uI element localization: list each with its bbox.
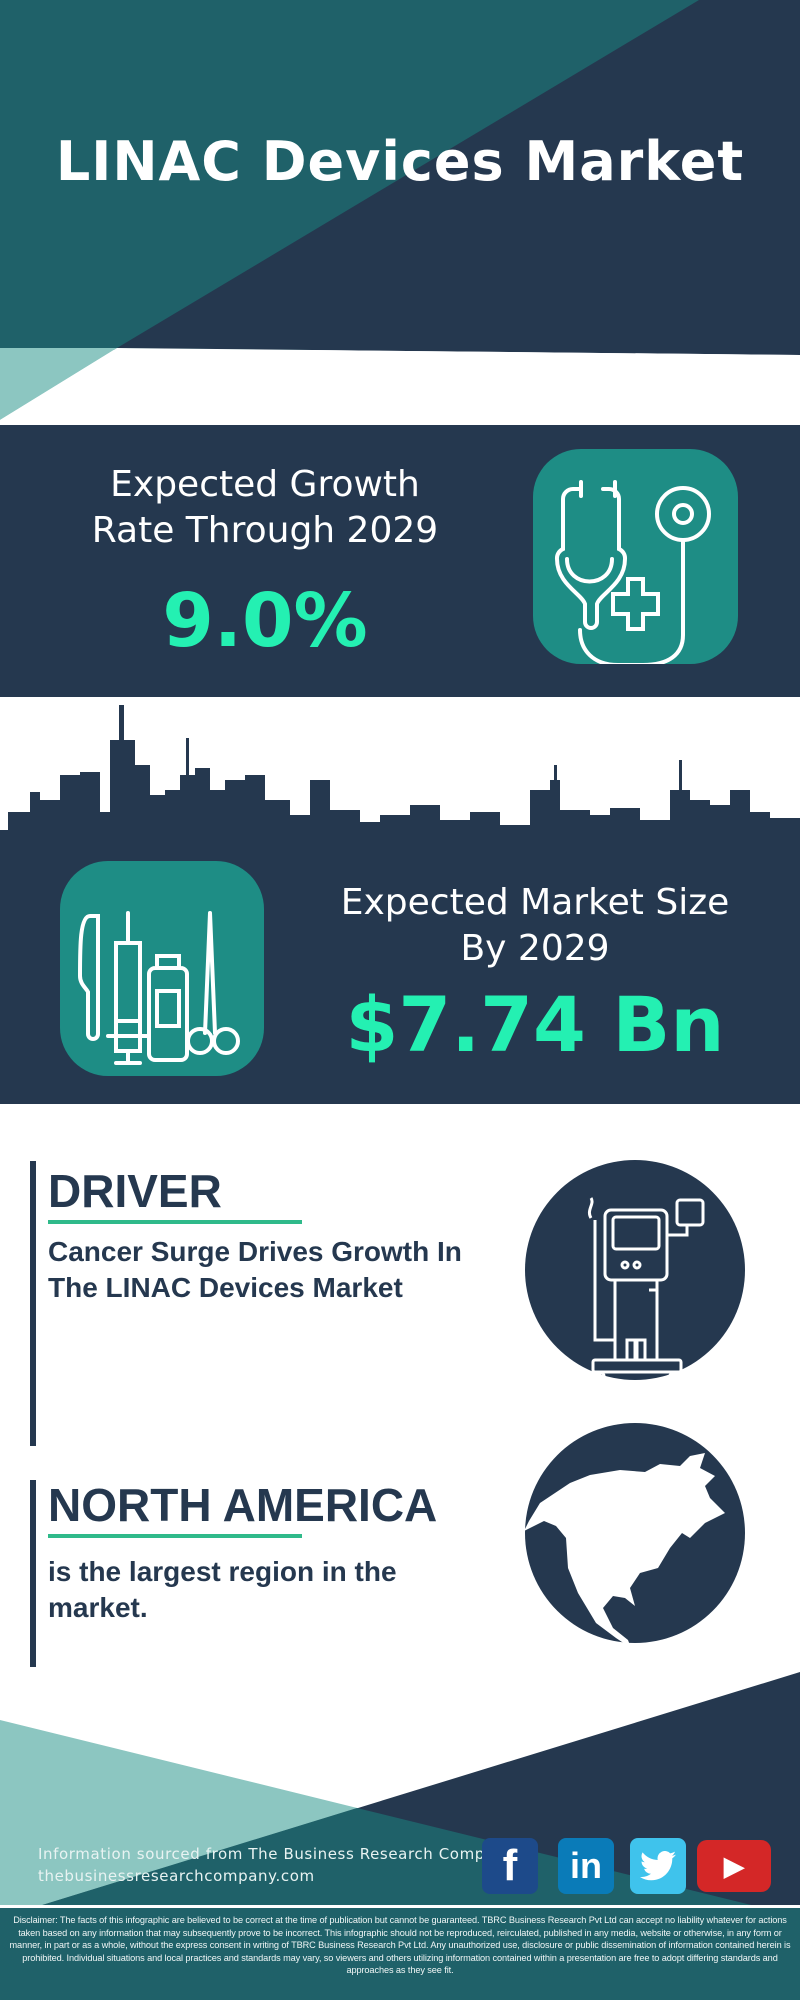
linkedin-icon[interactable]: in (558, 1838, 614, 1894)
facebook-glyph: f (502, 1841, 518, 1890)
disclaimer-bg (0, 1906, 800, 2000)
growth-value: 9.0% (162, 578, 368, 664)
header-white-band (0, 348, 800, 425)
page-title: LINAC Devices Market (55, 130, 745, 193)
facebook-icon[interactable]: f (482, 1838, 538, 1894)
region-underline (48, 1534, 302, 1538)
growth-label-line2: Rate Through 2029 (91, 510, 439, 551)
twitter-bird-icon (640, 1851, 676, 1881)
stethoscope-plus-icon (533, 449, 738, 667)
disclaimer-text: Disclaimer: The facts of this infographi… (9, 1915, 791, 1975)
youtube-icon[interactable]: ▶ (697, 1840, 771, 1892)
driver-underline (48, 1220, 302, 1224)
region-accent-bar (30, 1480, 36, 1667)
medical-tools-icon (60, 861, 264, 1076)
growth-label-line1: Expected Growth (110, 464, 420, 505)
city-skyline (0, 705, 800, 845)
north-america-map-icon (524, 1423, 745, 1648)
divider (0, 1905, 800, 1908)
region-heading: NORTH AMERICA (48, 1479, 438, 1531)
website-link[interactable]: thebusinessresearchcompany.com (38, 1867, 315, 1885)
header-navy-shape (117, 0, 800, 355)
twitter-icon[interactable] (630, 1838, 686, 1894)
driver-accent-bar (30, 1161, 36, 1446)
region-text: is the largest region in the market. (48, 1556, 397, 1623)
growth-label: Expected Growth Rate Through 2029 (40, 462, 490, 554)
linkedin-glyph: in (570, 1845, 602, 1886)
driver-heading: DRIVER (48, 1165, 222, 1217)
driver-text: Cancer Surge Drives Growth In The LINAC … (48, 1236, 462, 1303)
source-text: Information sourced from The Business Re… (38, 1845, 515, 1863)
market-size-label: Expected Market Size By 2029 (290, 880, 780, 972)
market-size-label-line2: By 2029 (460, 928, 610, 969)
medical-device-icon (525, 1160, 745, 1381)
market-size-value: $7.74 Bn (345, 980, 725, 1069)
market-size-label-line1: Expected Market Size (340, 882, 730, 923)
youtube-play-glyph: ▶ (724, 1850, 744, 1881)
